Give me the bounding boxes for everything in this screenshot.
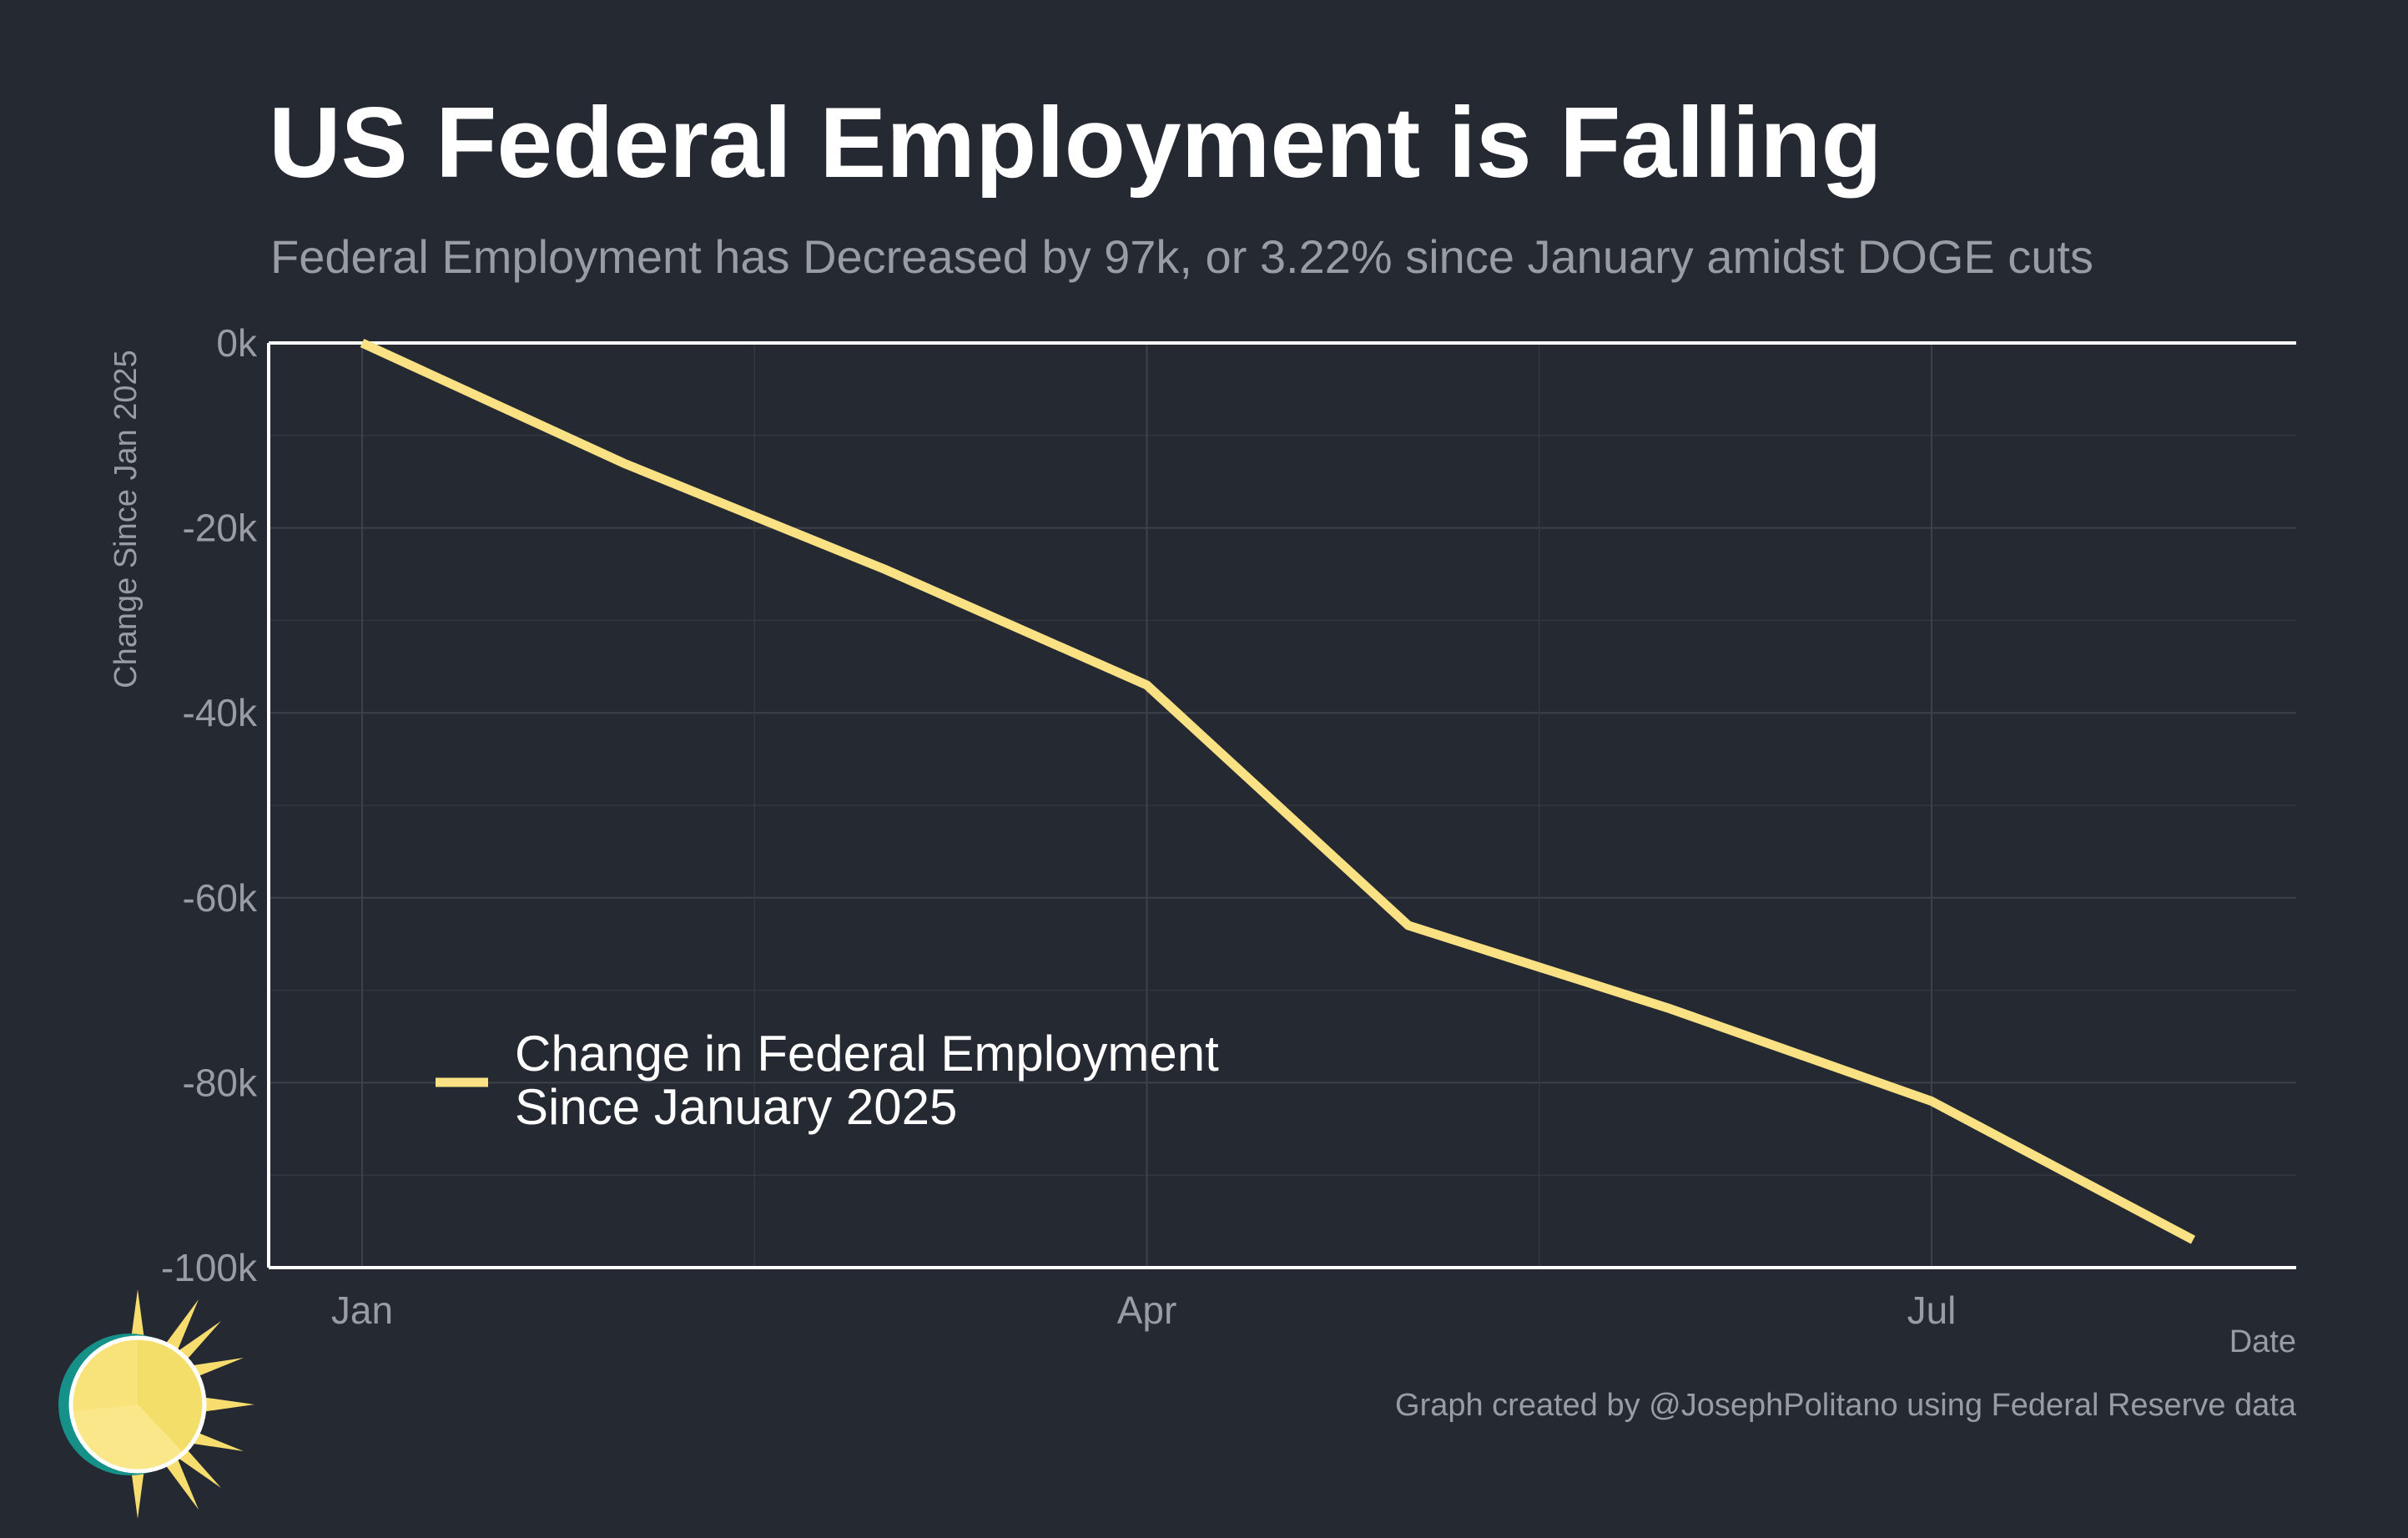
legend-label: Since January 2025 (515, 1079, 957, 1135)
y-tick-label: 0k (216, 321, 258, 365)
y-tick-label: -20k (183, 507, 258, 550)
x-tick-label: Apr (1117, 1288, 1177, 1332)
chart-subtitle: Federal Employment has Decreased by 97k,… (270, 230, 2093, 283)
x-axis-label: Date (2229, 1324, 2296, 1359)
y-tick-label: -80k (183, 1061, 258, 1104)
series-line (360, 339, 2196, 1244)
legend-label: Change in Federal Employment (515, 1026, 1219, 1082)
y-tick-label: -40k (183, 691, 258, 734)
axes (267, 341, 2296, 1269)
y-tick-label: -60k (183, 876, 258, 920)
sun-logo-icon (58, 1289, 254, 1519)
x-tick-label: Jul (1907, 1288, 1957, 1332)
x-tick-label: Jan (331, 1288, 393, 1332)
series-layer (360, 339, 2196, 1244)
y-axis-label: Change Since Jan 2025 (108, 350, 144, 688)
source-caption: Graph created by @JosephPolitano using F… (1395, 1388, 2296, 1423)
tick-labels: 0k -20k -40k -60k -80k -100k Jan Apr Jul (161, 321, 1956, 1332)
chart-title: US Federal Employment is Falling (269, 87, 1882, 199)
y-tick-label: -100k (161, 1246, 258, 1289)
